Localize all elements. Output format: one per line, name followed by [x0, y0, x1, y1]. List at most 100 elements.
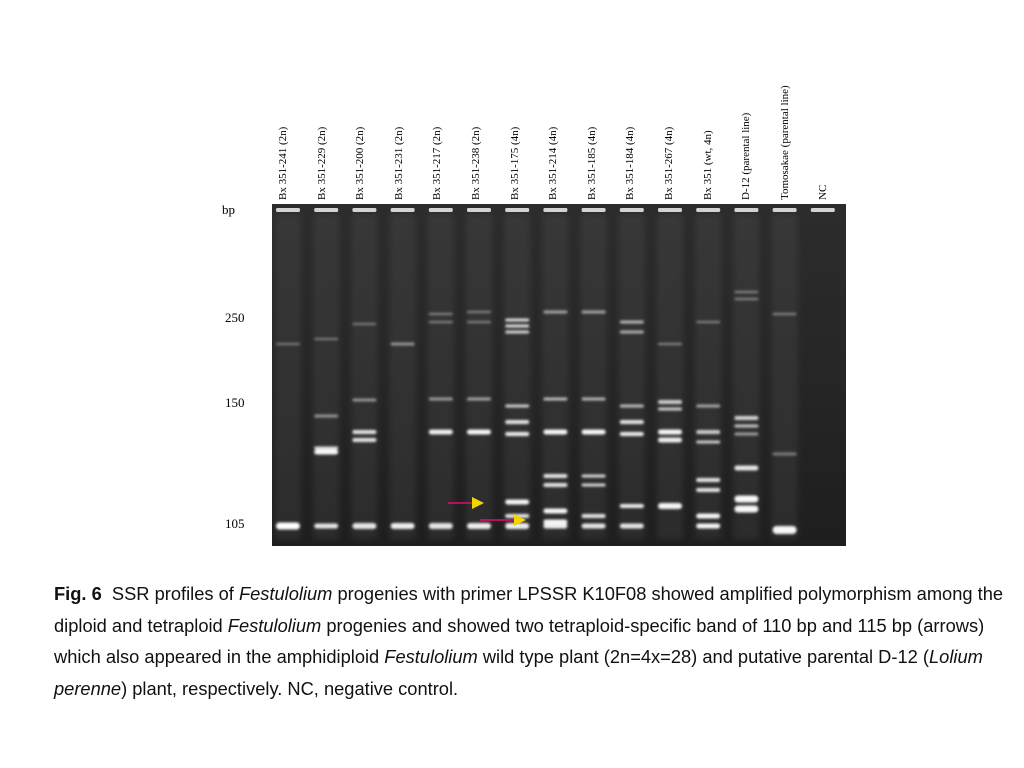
caption-text: SSR profiles of Festulolium progenies wi… — [54, 583, 1003, 699]
lane-smear — [695, 214, 722, 539]
gel-band — [696, 321, 721, 323]
gel-band — [314, 446, 339, 450]
gel-band — [658, 407, 682, 411]
lane-label-text: Bx 351-175 (4n) — [508, 126, 521, 200]
arrow-head — [514, 514, 526, 526]
caption-italic: Festulolium — [384, 646, 478, 667]
well — [467, 208, 491, 212]
gel-band — [276, 522, 300, 530]
gel-band — [467, 523, 491, 529]
gel-band — [428, 321, 453, 323]
gel-band — [734, 465, 759, 471]
gel-band — [505, 432, 530, 436]
figure-label: Fig. 6 — [54, 583, 102, 604]
gel-band — [314, 523, 339, 529]
lane-smear — [657, 214, 683, 539]
lane-smear — [733, 214, 760, 539]
gel-band — [505, 499, 530, 505]
well — [658, 208, 682, 212]
gel-band — [581, 310, 606, 314]
gel-band — [543, 310, 568, 314]
lane-smear — [466, 214, 492, 539]
gel-band — [467, 311, 491, 313]
lane-label-text: Bx 351-231 (2n) — [392, 126, 405, 200]
marker-150-label: 150 — [225, 395, 245, 410]
gel-band — [581, 523, 606, 529]
lane-smear — [542, 214, 569, 539]
gel-band — [428, 397, 453, 401]
gel-band — [696, 488, 721, 492]
marker-105-label: 105 — [225, 516, 245, 531]
gel-band — [505, 420, 530, 424]
gel-band — [581, 514, 606, 518]
gel-band — [696, 478, 721, 482]
gel-band — [734, 495, 759, 503]
gel-band — [581, 397, 606, 401]
gel-band — [467, 397, 491, 401]
gel-band — [581, 429, 606, 435]
lane-smear — [771, 214, 798, 539]
gel-band — [390, 523, 415, 529]
gel-band — [658, 503, 682, 509]
gel-band — [543, 429, 568, 435]
gel-band — [734, 291, 759, 293]
gel-band — [619, 320, 644, 324]
well — [314, 208, 339, 212]
gel-band — [505, 318, 530, 322]
gel-band — [428, 523, 453, 529]
lane-smear — [618, 214, 645, 539]
gel-band — [734, 298, 759, 300]
arrow-head — [472, 497, 484, 509]
gel-band — [696, 404, 721, 408]
gel-band — [734, 505, 759, 513]
marker-250-label: 250 — [225, 310, 245, 325]
gel-band — [658, 400, 682, 404]
gel-band — [352, 430, 377, 434]
lane-label-text: Bx 351-217 (2n) — [431, 126, 444, 200]
gel-band — [696, 513, 721, 519]
gel-band — [696, 430, 721, 434]
lane-smear — [504, 214, 531, 539]
lane-label-text: Bx 351-184 (4n) — [624, 126, 637, 200]
gel-band — [658, 437, 682, 443]
gel-band — [658, 343, 682, 345]
caption-italic: Festulolium — [227, 614, 322, 636]
gel-band — [696, 523, 721, 529]
lane-label-text: Bx 351-185 (4n) — [585, 126, 598, 200]
gel-band — [467, 321, 491, 323]
gel-band — [428, 313, 453, 315]
gel-band — [276, 343, 300, 345]
gel-band — [505, 523, 530, 529]
gel-band — [772, 313, 797, 315]
gel-band — [619, 420, 644, 424]
lane-label-text: NC — [817, 184, 830, 200]
figure-caption: Fig. 6 SSR profiles of Festulolium proge… — [54, 578, 1014, 704]
well — [390, 208, 415, 212]
caption-italic: Festulolium — [238, 583, 333, 604]
well — [581, 208, 606, 212]
gel-band — [619, 504, 644, 508]
gel-band — [467, 429, 491, 435]
marker-unit-label: bp — [222, 202, 235, 217]
well — [810, 208, 835, 212]
gel-band — [314, 338, 339, 340]
gel-band — [390, 342, 415, 346]
lane-smear — [275, 214, 301, 539]
gel-band — [352, 438, 377, 442]
well — [352, 208, 377, 212]
lane-smear — [351, 214, 378, 539]
gel-band — [505, 324, 530, 328]
gel-band — [543, 474, 568, 478]
caption-run: ) plant, respectively. NC, negative cont… — [121, 677, 459, 699]
gel-band — [619, 523, 644, 529]
gel-band — [619, 404, 644, 408]
well — [734, 208, 759, 212]
well — [543, 208, 568, 212]
gel-image — [272, 204, 846, 546]
gel-band — [428, 429, 453, 435]
gel-band — [734, 424, 759, 428]
lane-label-text: Tomosakae (parental line) — [778, 85, 791, 200]
gel-band — [734, 432, 759, 436]
well — [619, 208, 644, 212]
gel-band — [352, 398, 377, 402]
